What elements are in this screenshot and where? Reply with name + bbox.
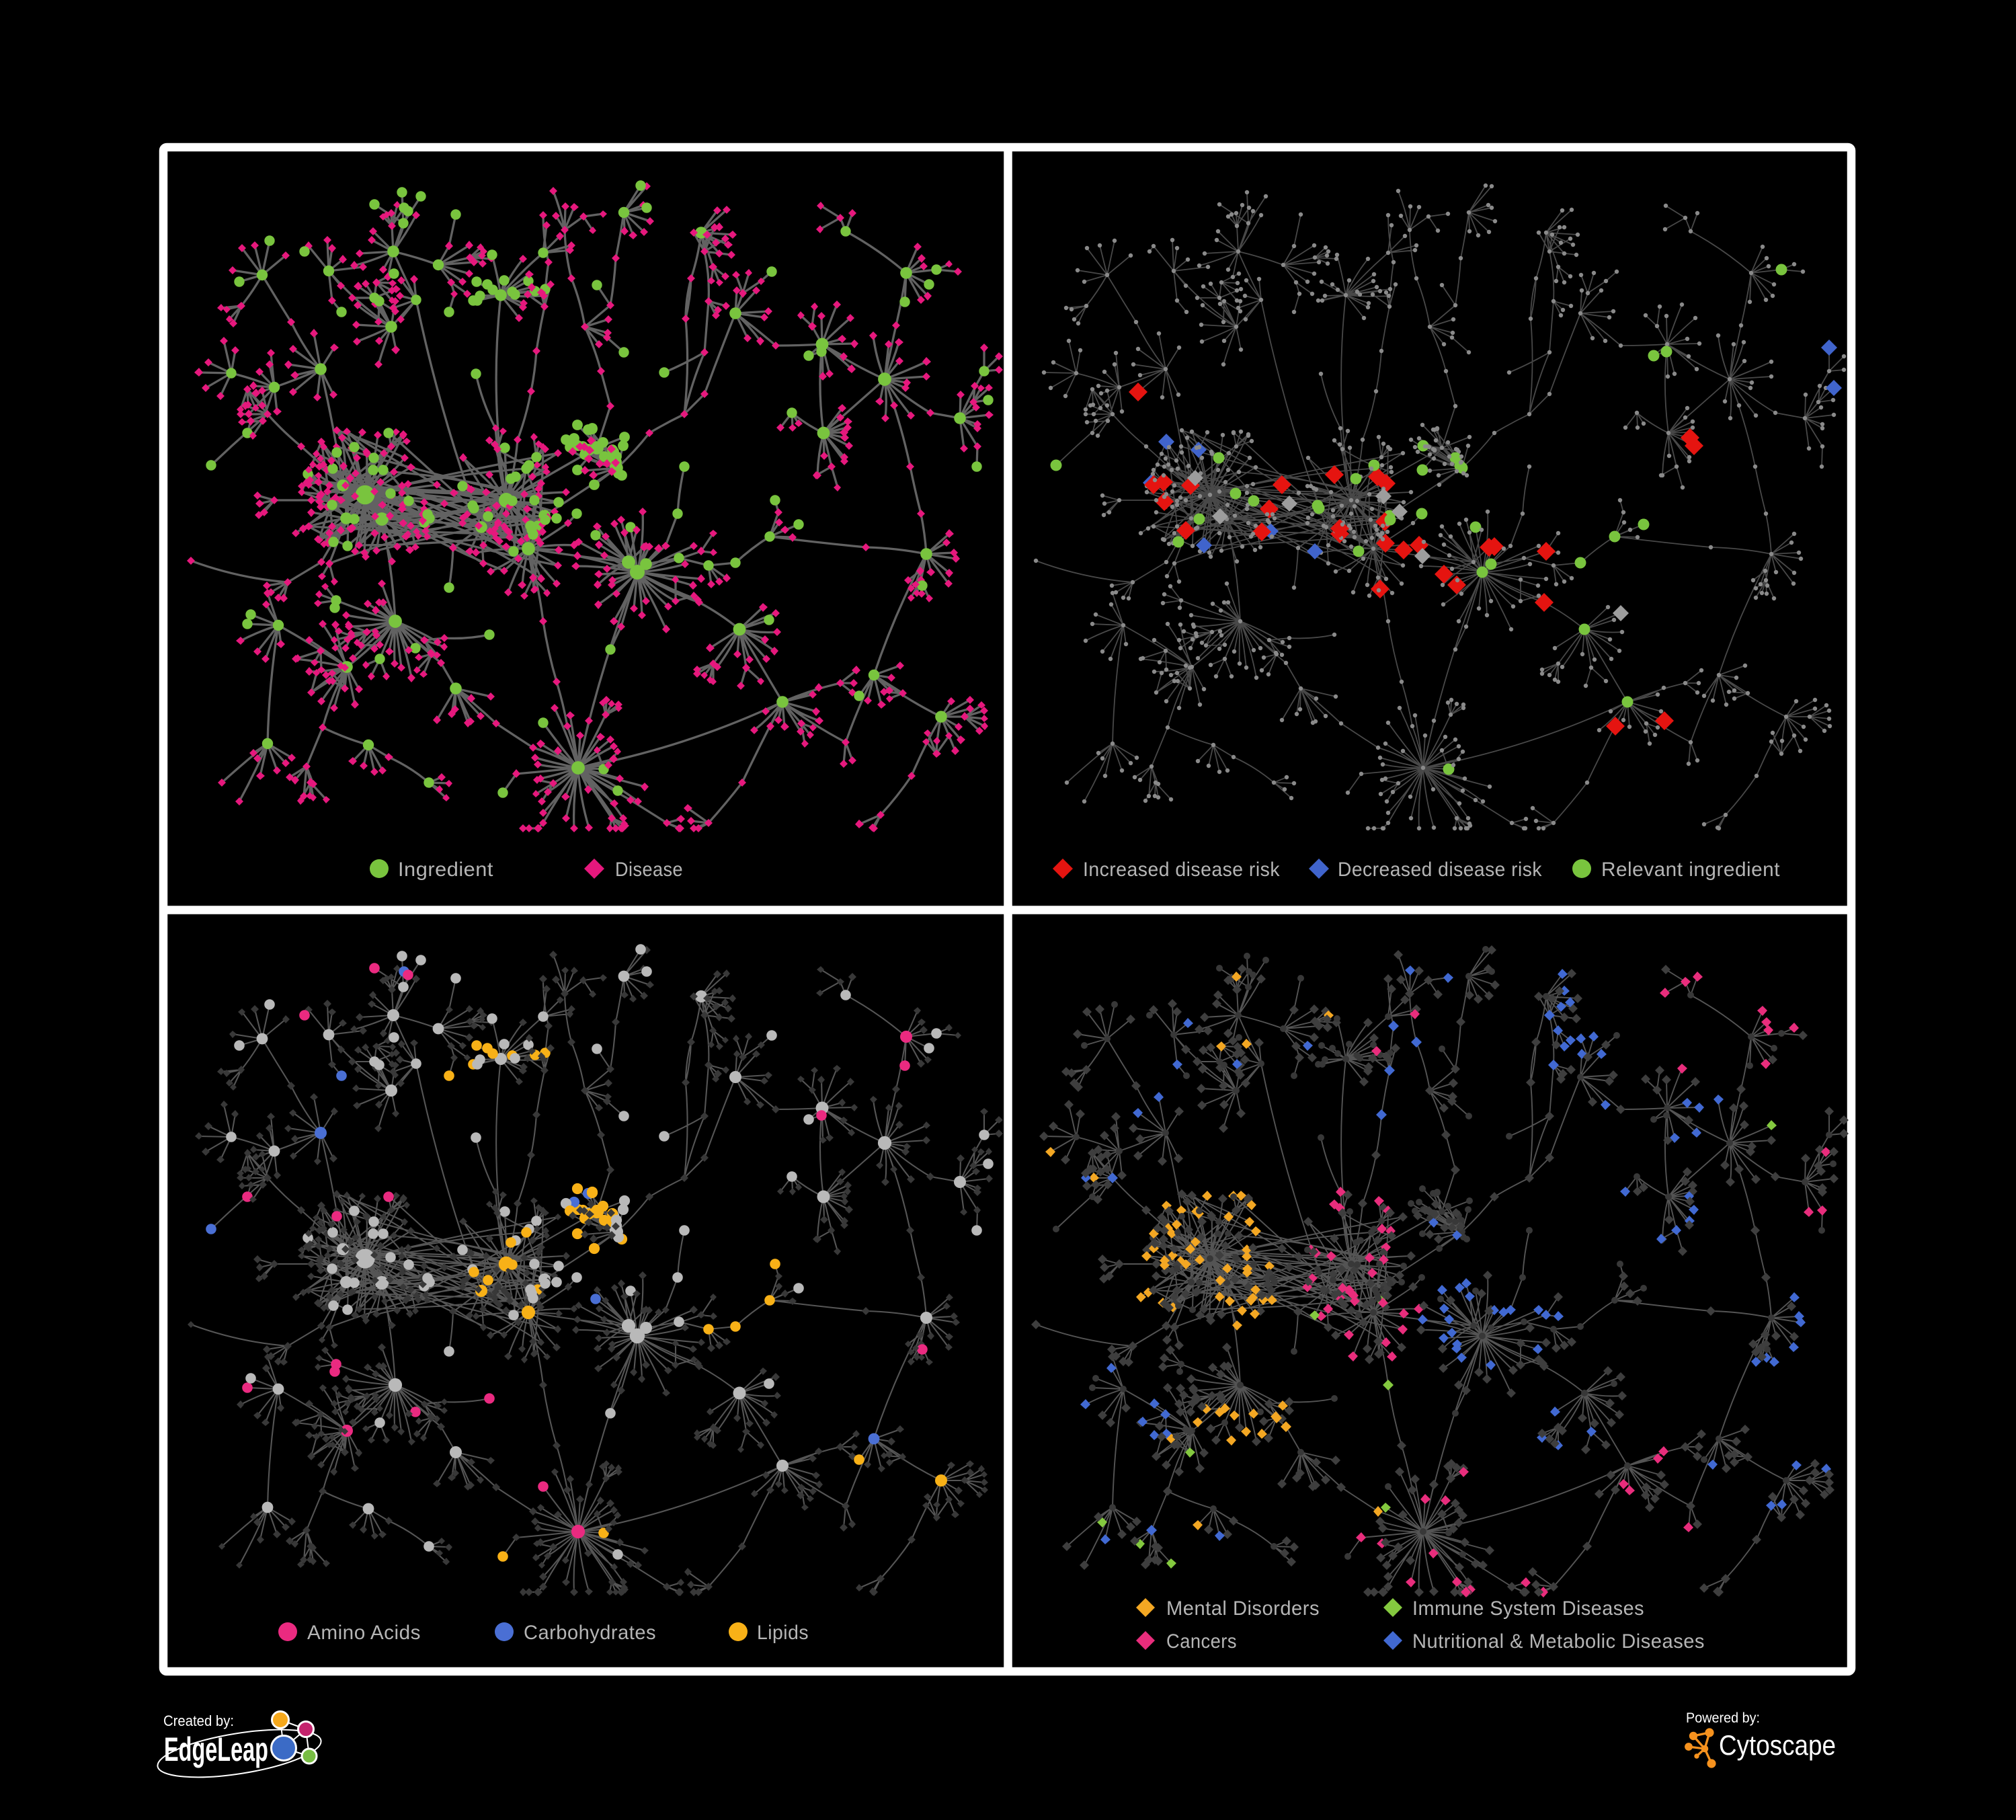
svg-text:EdgeLeap: EdgeLeap [164,1731,268,1768]
svg-text:Relevant ingredient: Relevant ingredient [1601,859,1780,881]
svg-text:Amino Acids: Amino Acids [307,1622,421,1644]
svg-text:Cancers: Cancers [1166,1630,1237,1653]
svg-text:Immune System Diseases: Immune System Diseases [1412,1597,1644,1620]
svg-text:Created by:: Created by: [163,1712,234,1729]
svg-text:Mental Disorders: Mental Disorders [1166,1597,1320,1620]
svg-text:Disease: Disease [615,859,683,881]
svg-text:Lipids: Lipids [757,1622,809,1644]
svg-text:Powered by:: Powered by: [1686,1710,1760,1726]
svg-text:Decreased disease risk: Decreased disease risk [1338,859,1542,881]
svg-text:Nutritional & Metabolic Diseas: Nutritional & Metabolic Diseases [1412,1630,1705,1653]
svg-text:Ingredient: Ingredient [398,859,493,881]
svg-text:Increased disease risk: Increased disease risk [1083,859,1280,881]
svg-text:Cytoscape: Cytoscape [1719,1729,1836,1761]
svg-text:Carbohydrates: Carbohydrates [524,1622,656,1644]
